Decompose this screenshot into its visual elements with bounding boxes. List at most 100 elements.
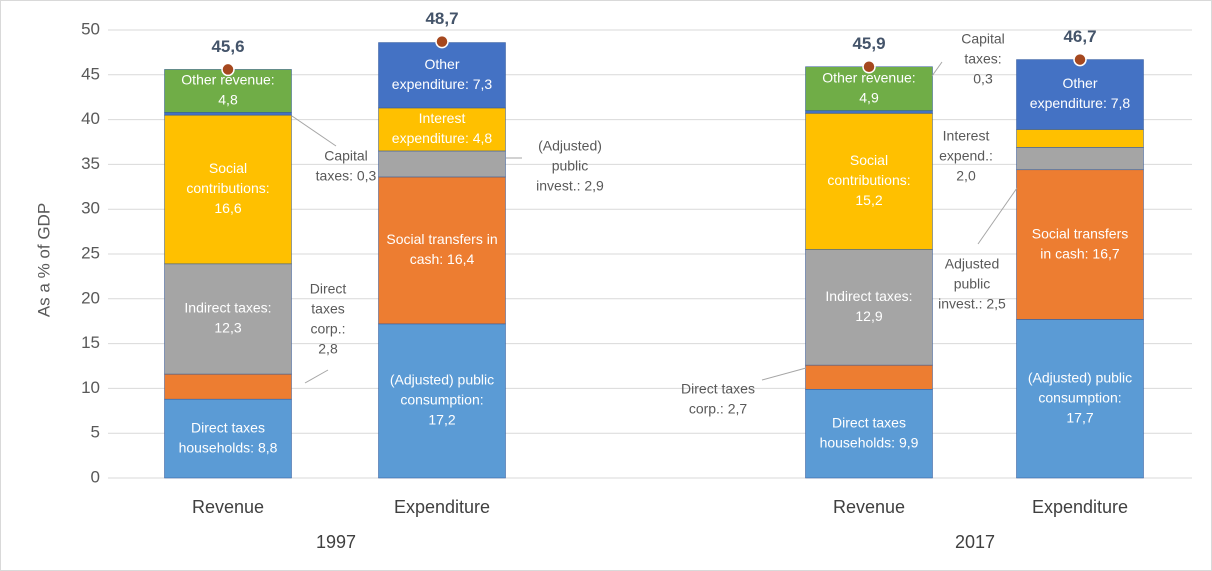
y-tick-label: 35 [81,154,100,173]
segment-label: expenditure: 7,3 [392,76,493,92]
bar-segment [164,398,292,479]
total-label: 45,9 [852,34,885,53]
segment-label: Social transfers [1032,225,1128,241]
bar-segment [378,176,506,325]
bar-segment [164,69,292,113]
y-axis-title: As a % of GDP [34,203,53,317]
segment-label: 2,0 [956,168,976,184]
segment-label: Interest [943,128,990,144]
segment-label: (Adjusted) public [390,372,494,388]
bar-segment [378,150,506,178]
total-marker [221,62,235,77]
segment-label: Capital [324,148,368,164]
segment-label: Direct taxes [681,381,755,397]
total-label: 45,6 [211,37,244,56]
group-label: 2017 [955,532,995,552]
segment-label: Direct taxes [832,414,906,430]
segment-label: Social [209,160,247,176]
y-tick-label: 25 [81,243,100,262]
bar-segment [805,364,933,390]
y-tick-label: 10 [81,378,100,397]
leader-line [761,367,807,381]
segment-label: Capital [961,31,1005,47]
segment-label: consumption: [400,392,483,408]
segment-label: 4,9 [859,89,879,105]
segment-label: in cash: 16,7 [1040,245,1120,261]
segment-label: public [954,276,991,292]
bar-segment [378,42,506,109]
bar-segment [1016,147,1144,171]
segment-label: Social [850,152,888,168]
segment-label: cash: 16,4 [410,251,475,267]
y-tick-label: 45 [81,64,100,83]
bar-segment [164,263,292,375]
bar-segment [805,249,933,366]
y-tick-label: 50 [81,19,100,38]
segment-label: Other revenue: [822,69,915,85]
segment-label: 12,9 [855,308,882,324]
segment-label: Direct taxes [191,419,265,435]
bar-segment [1016,59,1144,130]
segment-label: expenditure: 4,8 [392,130,493,146]
segment-label: 16,6 [214,200,241,216]
segment-label: 12,3 [214,320,241,336]
segment-label: corp.: 2,7 [689,401,748,417]
leader-line [304,369,329,384]
segment-label: Other revenue: [181,72,274,88]
bar-segment [164,114,292,265]
segment-label: 17,7 [1066,409,1093,425]
segment-label: 4,8 [218,92,238,108]
category-label: Revenue [192,497,264,517]
bar-segment [164,373,292,400]
y-tick-label: 0 [91,467,100,486]
y-tick-label: 30 [81,199,100,218]
total-marker [435,34,449,49]
bar-segment [378,323,506,479]
segment-label: taxes [311,301,344,317]
bar-segment [805,66,933,111]
segment-label: Indirect taxes: [825,288,912,304]
total-marker [862,59,876,74]
y-tick-label: 15 [81,333,100,352]
segment-label: 15,2 [855,192,882,208]
bar-segment [1016,319,1144,479]
y-tick-label: 20 [81,288,100,307]
category-label: Expenditure [394,497,490,517]
bar-segment [164,112,292,116]
segment-label: Other [424,56,459,72]
segment-label: households: 8,8 [179,439,278,455]
segment-label: invest.: 2,5 [938,296,1006,312]
total-marker [1073,52,1087,67]
segment-label: 17,2 [428,412,455,428]
segment-label: taxes: 0,3 [316,168,377,184]
segment-label: expend.: [939,148,993,164]
segment-label: (Adjusted) public [1028,369,1132,385]
leader-line [977,187,1018,245]
bar-segment [805,113,933,250]
bar-segment [805,110,933,114]
segment-label: Other [1062,75,1097,91]
group-label: 1997 [316,532,356,552]
segment-label: Indirect taxes: [184,300,271,316]
segment-label: corp.: [310,321,345,337]
category-label: Revenue [833,497,905,517]
total-label: 46,7 [1063,27,1096,46]
segment-label: contributions: [186,180,269,196]
segment-label: consumption: [1038,389,1121,405]
bar-segment [378,107,506,152]
segment-label: Interest [419,110,466,126]
segment-label: 0,3 [973,71,993,87]
segment-label: invest.: 2,9 [536,178,604,194]
segment-label: Direct [310,281,347,297]
leader-line [291,115,337,147]
leader-line [931,61,943,77]
category-label: Expenditure [1032,497,1128,517]
segment-label: public [552,158,589,174]
segment-label: Social transfers in [386,231,497,247]
segment-label: Adjusted [945,256,999,272]
segment-label: taxes: [964,51,1001,67]
segment-label: expenditure: 7,8 [1030,95,1131,111]
bar-segment [805,389,933,479]
segment-label: (Adjusted) [538,138,602,154]
